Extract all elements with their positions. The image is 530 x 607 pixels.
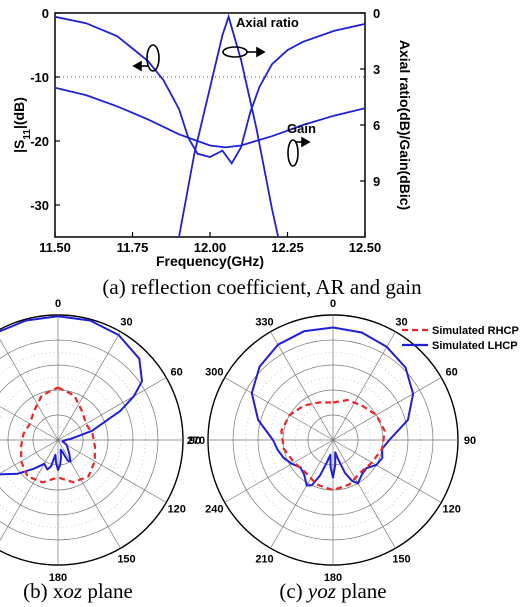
caption-c: (c) yoz plane — [279, 579, 386, 603]
axial-ratio-annotation: Axial ratio — [236, 15, 299, 30]
angle-tick-label: 60 — [171, 367, 183, 379]
y-axis-right-label: Axial ratio(dB)/Gain(dBic) — [397, 40, 413, 210]
angle-tick-label: 180 — [49, 572, 67, 584]
polar-spoke — [0, 439, 59, 542]
x-tick-label: 11.75 — [117, 240, 149, 255]
s11-curve — [55, 15, 365, 166]
x-tick-label: 12.25 — [271, 240, 304, 255]
angle-tick-label: 90 — [189, 435, 201, 447]
polar-spoke — [332, 377, 442, 441]
polar-spoke — [224, 377, 334, 441]
gain-annotation: Gain — [287, 121, 316, 136]
angle-tick-label: 300 — [205, 367, 223, 379]
angle-tick-label: 120 — [442, 504, 460, 516]
angle-tick-label: 150 — [117, 554, 135, 566]
gain-curve — [55, 86, 365, 149]
polar-legend: Simulated RHCP Simulated LHCP — [402, 325, 519, 352]
polar-spoke — [332, 439, 396, 549]
x-tick-label: 12.50 — [349, 240, 382, 255]
y-left-tick-label: 0 — [42, 6, 49, 21]
reflection-ar-gain-chart: 11.50 11.75 12.00 12.25 12.500-10-20-300369 … — [11, 6, 422, 299]
legend-label-lhcp: Simulated LHCP — [432, 340, 518, 352]
polar-spoke — [270, 439, 334, 549]
polar-spoke — [57, 331, 121, 441]
polar-spoke — [0, 406, 59, 441]
angle-tick-label: 0 — [55, 298, 61, 310]
angle-tick-label: 120 — [167, 504, 185, 516]
angle-tick-label: 240 — [205, 504, 223, 516]
polar-spoke — [332, 331, 396, 441]
y-left-tick-label: -10 — [30, 70, 49, 85]
yoz-polar-chart: 0 30 60 90 120 150 180 210 240 270 300 330 — [187, 298, 476, 584]
polar-spoke — [224, 439, 334, 503]
gain-ellipse-icon — [287, 136, 311, 167]
polar-spoke — [332, 439, 442, 503]
angle-tick-label: 30 — [120, 316, 132, 328]
angle-tick-label: 330 — [255, 316, 273, 328]
y-left-tick-label: -30 — [30, 198, 49, 213]
y-right-tick-label: 0 — [373, 6, 380, 21]
x-tick-label: 11.50 — [39, 240, 71, 255]
y-left-tick-label: -20 — [30, 134, 49, 149]
axial-ratio-curve — [178, 13, 280, 237]
lhcp-pattern-curve — [0, 315, 143, 476]
polar-spoke — [57, 439, 167, 503]
angle-tick-label: 150 — [392, 554, 410, 566]
x-tick-label: 12.00 — [194, 240, 227, 255]
plot-frame — [54, 12, 366, 238]
y-axis-left-label: |S11|(dB) — [11, 97, 33, 153]
caption-a: (a) reflection coefficient, AR and gain — [102, 275, 422, 299]
lhcp-pattern-curve — [250, 326, 415, 487]
y-right-tick-label: 9 — [373, 174, 380, 189]
left-arrow-ellipse-icon — [132, 44, 160, 72]
angle-tick-label: 270 — [187, 435, 205, 447]
angle-tick-label: 60 — [446, 367, 458, 379]
y-right-tick-label: 6 — [373, 118, 380, 133]
caption-b: (b) xoz plane — [23, 579, 133, 603]
polar-spoke — [57, 439, 121, 549]
angle-tick-label: 90 — [464, 435, 476, 447]
rhcp-pattern-curve — [280, 399, 386, 492]
legend-label-rhcp: Simulated RHCP — [432, 325, 519, 337]
right-arrow-ellipse-icon — [222, 46, 266, 58]
angle-tick-label: 210 — [255, 554, 273, 566]
polar-spoke — [0, 338, 59, 441]
angle-tick-label: 0 — [330, 298, 336, 310]
rhcp-pattern-curve — [20, 386, 96, 484]
polar-spoke — [0, 439, 59, 474]
angle-tick-label: 180 — [324, 572, 342, 584]
angle-tick-label: 30 — [395, 316, 407, 328]
polar-spoke — [57, 377, 167, 441]
polar-spoke — [270, 331, 334, 441]
x-axis-label: Frequency(GHz) — [156, 253, 264, 269]
y-right-tick-label: 3 — [373, 62, 380, 77]
